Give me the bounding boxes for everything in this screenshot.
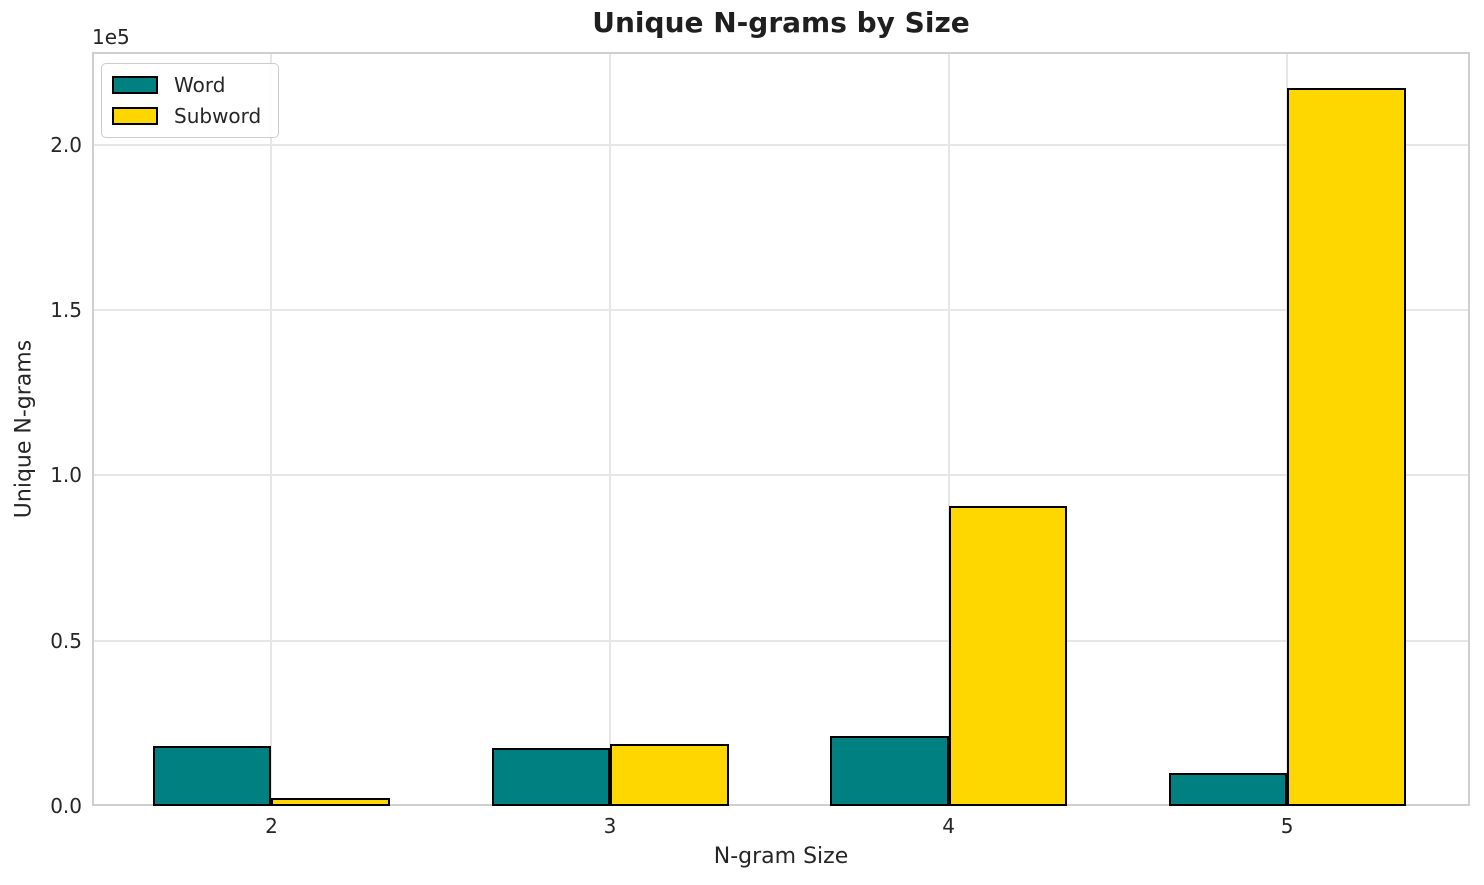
bar-word-3 bbox=[491, 747, 611, 806]
legend-item-word: Word bbox=[112, 73, 261, 97]
y-axis-offset-label: 1e5 bbox=[92, 25, 130, 49]
y-tick-label: 0.5 bbox=[50, 628, 82, 653]
bar-subword-4 bbox=[948, 505, 1068, 806]
x-tick-label: 4 bbox=[942, 814, 955, 838]
left-spine bbox=[92, 52, 94, 806]
bottom-spine bbox=[92, 804, 1470, 806]
right-spine bbox=[1468, 52, 1470, 806]
bar-subword-3 bbox=[610, 744, 729, 806]
legend: Word Subword bbox=[101, 63, 280, 138]
legend-item-subword: Subword bbox=[112, 104, 261, 128]
legend-label-subword: Subword bbox=[174, 104, 262, 128]
x-tick-label: 3 bbox=[603, 814, 617, 838]
y-axis-label: Unique N-grams bbox=[11, 339, 37, 519]
y-gridline bbox=[92, 143, 1470, 146]
x-axis-label: N-gram Size bbox=[713, 844, 849, 869]
subword-legend-swatch bbox=[112, 107, 158, 125]
bar-word-2 bbox=[152, 745, 272, 806]
top-spine bbox=[92, 52, 1470, 54]
x-gridline bbox=[609, 52, 612, 806]
bar-subword-2 bbox=[271, 797, 390, 806]
bar-subword-5 bbox=[1287, 88, 1406, 806]
bar-word-4 bbox=[830, 735, 949, 806]
x-gridline bbox=[270, 52, 273, 806]
x-gridline bbox=[947, 52, 950, 806]
x-tick-label: 5 bbox=[1280, 814, 1294, 838]
y-gridline bbox=[92, 474, 1470, 477]
y-gridline bbox=[92, 639, 1470, 642]
plot-area: Word Subword bbox=[92, 52, 1470, 806]
x-tick-label: 2 bbox=[265, 814, 278, 838]
legend-label-word: Word bbox=[174, 73, 226, 97]
y-tick-label: 1.0 bbox=[50, 463, 82, 488]
y-tick-label: 2.0 bbox=[50, 132, 82, 157]
y-tick-label: 0.0 bbox=[50, 794, 82, 818]
chart-title: Unique N-grams by Size bbox=[592, 6, 970, 39]
y-tick-label: 1.5 bbox=[50, 297, 82, 322]
word-legend-swatch bbox=[112, 76, 158, 94]
bar-word-5 bbox=[1168, 772, 1288, 806]
y-gridline bbox=[92, 308, 1470, 311]
